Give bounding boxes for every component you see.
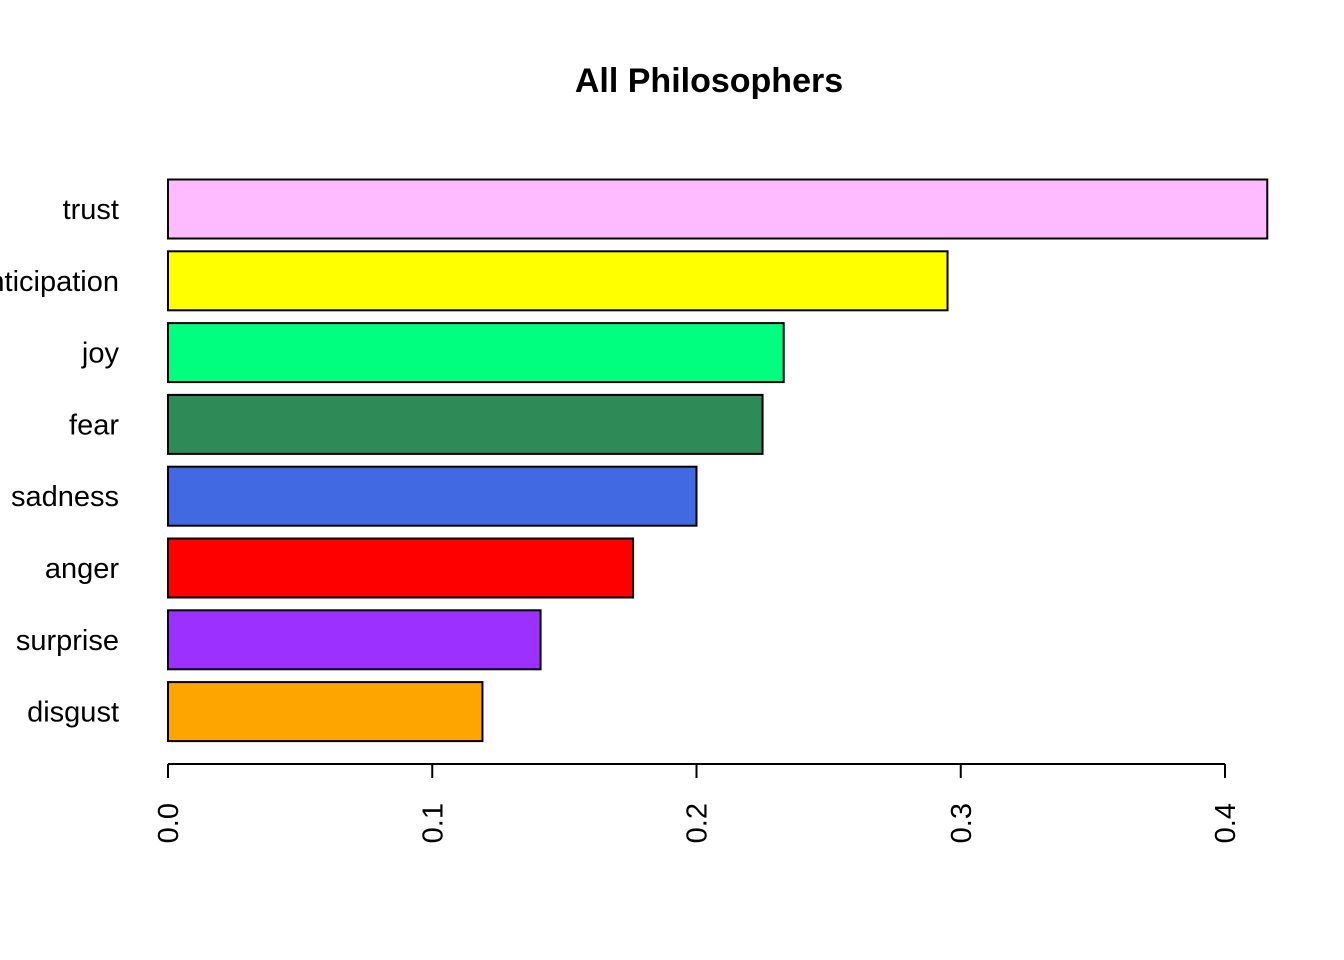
bar-surprise	[167, 609, 542, 671]
bar-sadness	[167, 465, 698, 527]
x-tick-label-0.4: 0.4	[1210, 803, 1242, 843]
chart-title: All Philosophers	[575, 62, 843, 100]
bar-disgust	[167, 681, 484, 743]
category-label-trust: trust	[63, 194, 119, 226]
bar-trust	[167, 178, 1269, 240]
category-label-fear: fear	[69, 409, 119, 441]
category-label-anticipation: anticipation	[0, 266, 119, 298]
bar-anticipation	[167, 250, 949, 312]
bar-joy	[167, 322, 785, 384]
x-tick-label-0.2: 0.2	[682, 803, 714, 843]
bar-fear	[167, 393, 764, 455]
x-tick-label-0.0: 0.0	[153, 803, 185, 843]
bar-anger	[167, 537, 635, 599]
category-labels-group: trust anticipation joy fear sadness anger surp…	[0, 194, 119, 729]
x-tick-label-0.3: 0.3	[946, 803, 978, 843]
x-axis: 0.0 0.1 0.2 0.3 0.4	[153, 763, 1242, 843]
bars-group	[167, 178, 1269, 743]
category-label-sadness: sadness	[11, 481, 119, 513]
category-label-disgust: disgust	[27, 697, 119, 729]
x-tick-label-0.1: 0.1	[417, 803, 449, 843]
category-label-joy: joy	[81, 338, 120, 370]
category-label-surprise: surprise	[16, 625, 119, 657]
category-label-anger: anger	[45, 553, 120, 585]
